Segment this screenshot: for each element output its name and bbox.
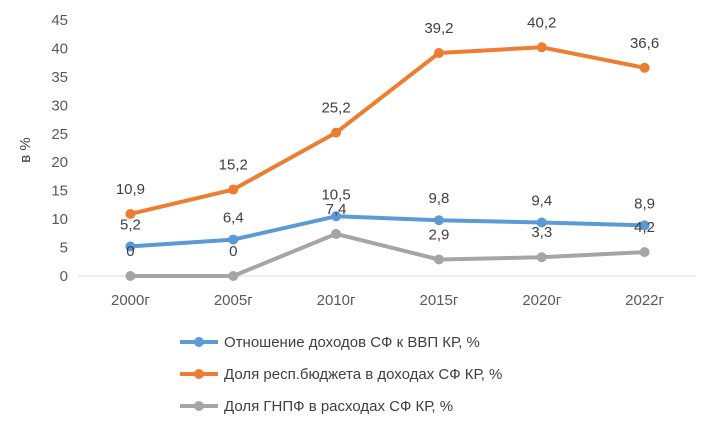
data-label: 36,6 (630, 35, 659, 52)
x-tick-label: 2020г (522, 292, 561, 309)
data-label: 0 (229, 243, 237, 260)
y-axis-label: в % (17, 137, 34, 162)
data-point (331, 127, 342, 138)
legend-label: Доля ГНПФ в расходах СФ КР, % (224, 398, 453, 415)
data-label: 25,2 (321, 100, 350, 117)
data-label: 2,9 (428, 227, 449, 244)
data-label: 9,8 (428, 190, 449, 207)
data-label: 10,5 (321, 186, 350, 203)
x-tick-label: 2022г (625, 292, 664, 309)
data-point (228, 271, 239, 281)
data-label: 7,4 (326, 201, 347, 218)
data-label: 15,2 (219, 157, 248, 174)
data-point (639, 220, 650, 231)
data-point (125, 208, 136, 219)
series-1: 5,2 6,4 10,5 9,8 9,4 8,9 (120, 186, 655, 252)
x-tick-label: 2010г (317, 292, 356, 309)
legend: Отношение доходов СФ к ВВП КР, % Доля рес… (180, 334, 502, 415)
legend-label: Отношение доходов СФ к ВВП КР, % (224, 334, 480, 351)
data-label: 40,2 (527, 14, 556, 31)
series-line (128, 231, 647, 278)
data-label: 8,9 (634, 195, 655, 212)
data-label: 9,4 (531, 193, 552, 210)
data-point (228, 234, 239, 245)
y-tick-label: 25 (51, 126, 68, 143)
y-tick-label: 45 (51, 12, 68, 29)
data-point (433, 254, 444, 265)
legend-item: Отношение доходов СФ к ВВП КР, % (180, 334, 480, 351)
data-label: 39,2 (424, 20, 453, 37)
legend-label: Доля респ.бюджета в доходах СФ КР, % (224, 366, 502, 383)
y-tick-label: 40 (51, 40, 68, 57)
data-point (536, 252, 547, 263)
legend-marker (194, 337, 204, 347)
data-point (639, 247, 650, 258)
data-point (433, 47, 444, 58)
x-tick-label: 2000г (111, 292, 150, 309)
data-label: 6,4 (223, 210, 244, 227)
y-tick-label: 20 (51, 154, 68, 171)
legend-marker (194, 369, 204, 379)
y-tick-label: 35 (51, 69, 68, 86)
series-group: 5,2 6,4 10,5 9,8 9,4 8,9 10,9 15,2 25,2 39,2 40,2 3… (116, 14, 659, 281)
y-tick-label: 10 (51, 211, 68, 228)
data-label: 4,2 (634, 219, 655, 236)
data-point (331, 211, 342, 222)
data-label: 10,9 (116, 181, 145, 198)
data-label: 5,2 (120, 216, 141, 233)
x-axis-ticks: 2000г 2005г 2010г 2015г 2020г 2022г (111, 292, 665, 309)
y-tick-label: 0 (60, 268, 68, 285)
data-point (125, 241, 136, 252)
data-point (125, 271, 136, 281)
data-point (433, 215, 444, 226)
series-3: 0 0 7,4 2,9 3,3 4,2 (125, 201, 655, 281)
y-axis-ticks: 0 5 10 15 20 25 30 35 40 45 (51, 12, 68, 285)
x-tick-label: 2005г (214, 292, 253, 309)
y-tick-label: 30 (51, 97, 68, 114)
series-line (128, 214, 647, 249)
data-point (536, 42, 547, 53)
data-point (228, 184, 239, 195)
series-line (128, 45, 647, 216)
y-tick-label: 5 (60, 240, 68, 257)
legend-item: Доля респ.бюджета в доходах СФ КР, % (180, 366, 502, 383)
legend-marker (194, 401, 204, 411)
data-point (331, 228, 342, 239)
series-2: 10,9 15,2 25,2 39,2 40,2 36,6 (116, 14, 659, 219)
y-tick-label: 15 (51, 183, 68, 200)
data-point (536, 217, 547, 228)
x-tick-label: 2015г (419, 292, 458, 309)
data-label: 0 (126, 243, 134, 260)
data-point (639, 62, 650, 73)
legend-item: Доля ГНПФ в расходах СФ КР, % (180, 398, 453, 415)
data-label: 3,3 (531, 224, 552, 241)
